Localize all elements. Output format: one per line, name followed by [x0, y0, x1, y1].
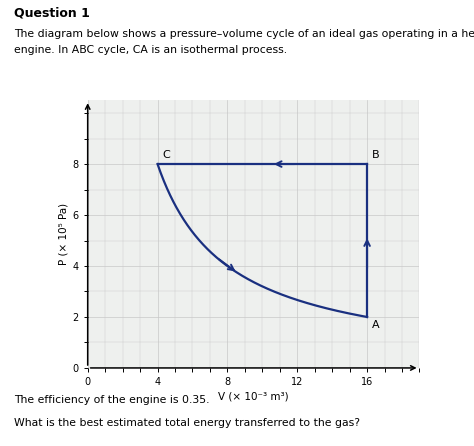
- Text: engine. In ABC cycle, CA is an isothermal process.: engine. In ABC cycle, CA is an isotherma…: [14, 45, 287, 55]
- Text: Question 1: Question 1: [14, 7, 90, 20]
- Text: The efficiency of the engine is 0.35.: The efficiency of the engine is 0.35.: [14, 395, 210, 405]
- Text: The diagram below shows a pressure–volume cycle of an ideal gas operating in a h: The diagram below shows a pressure–volum…: [14, 29, 474, 39]
- Text: B: B: [373, 150, 380, 160]
- Text: A: A: [373, 319, 380, 330]
- Text: What is the best estimated total energy transferred to the gas?: What is the best estimated total energy …: [14, 418, 360, 428]
- X-axis label: V (× 10⁻³ m³): V (× 10⁻³ m³): [219, 391, 289, 401]
- Y-axis label: P (× 10⁵ Pa): P (× 10⁵ Pa): [58, 203, 68, 265]
- Text: C: C: [163, 150, 171, 160]
